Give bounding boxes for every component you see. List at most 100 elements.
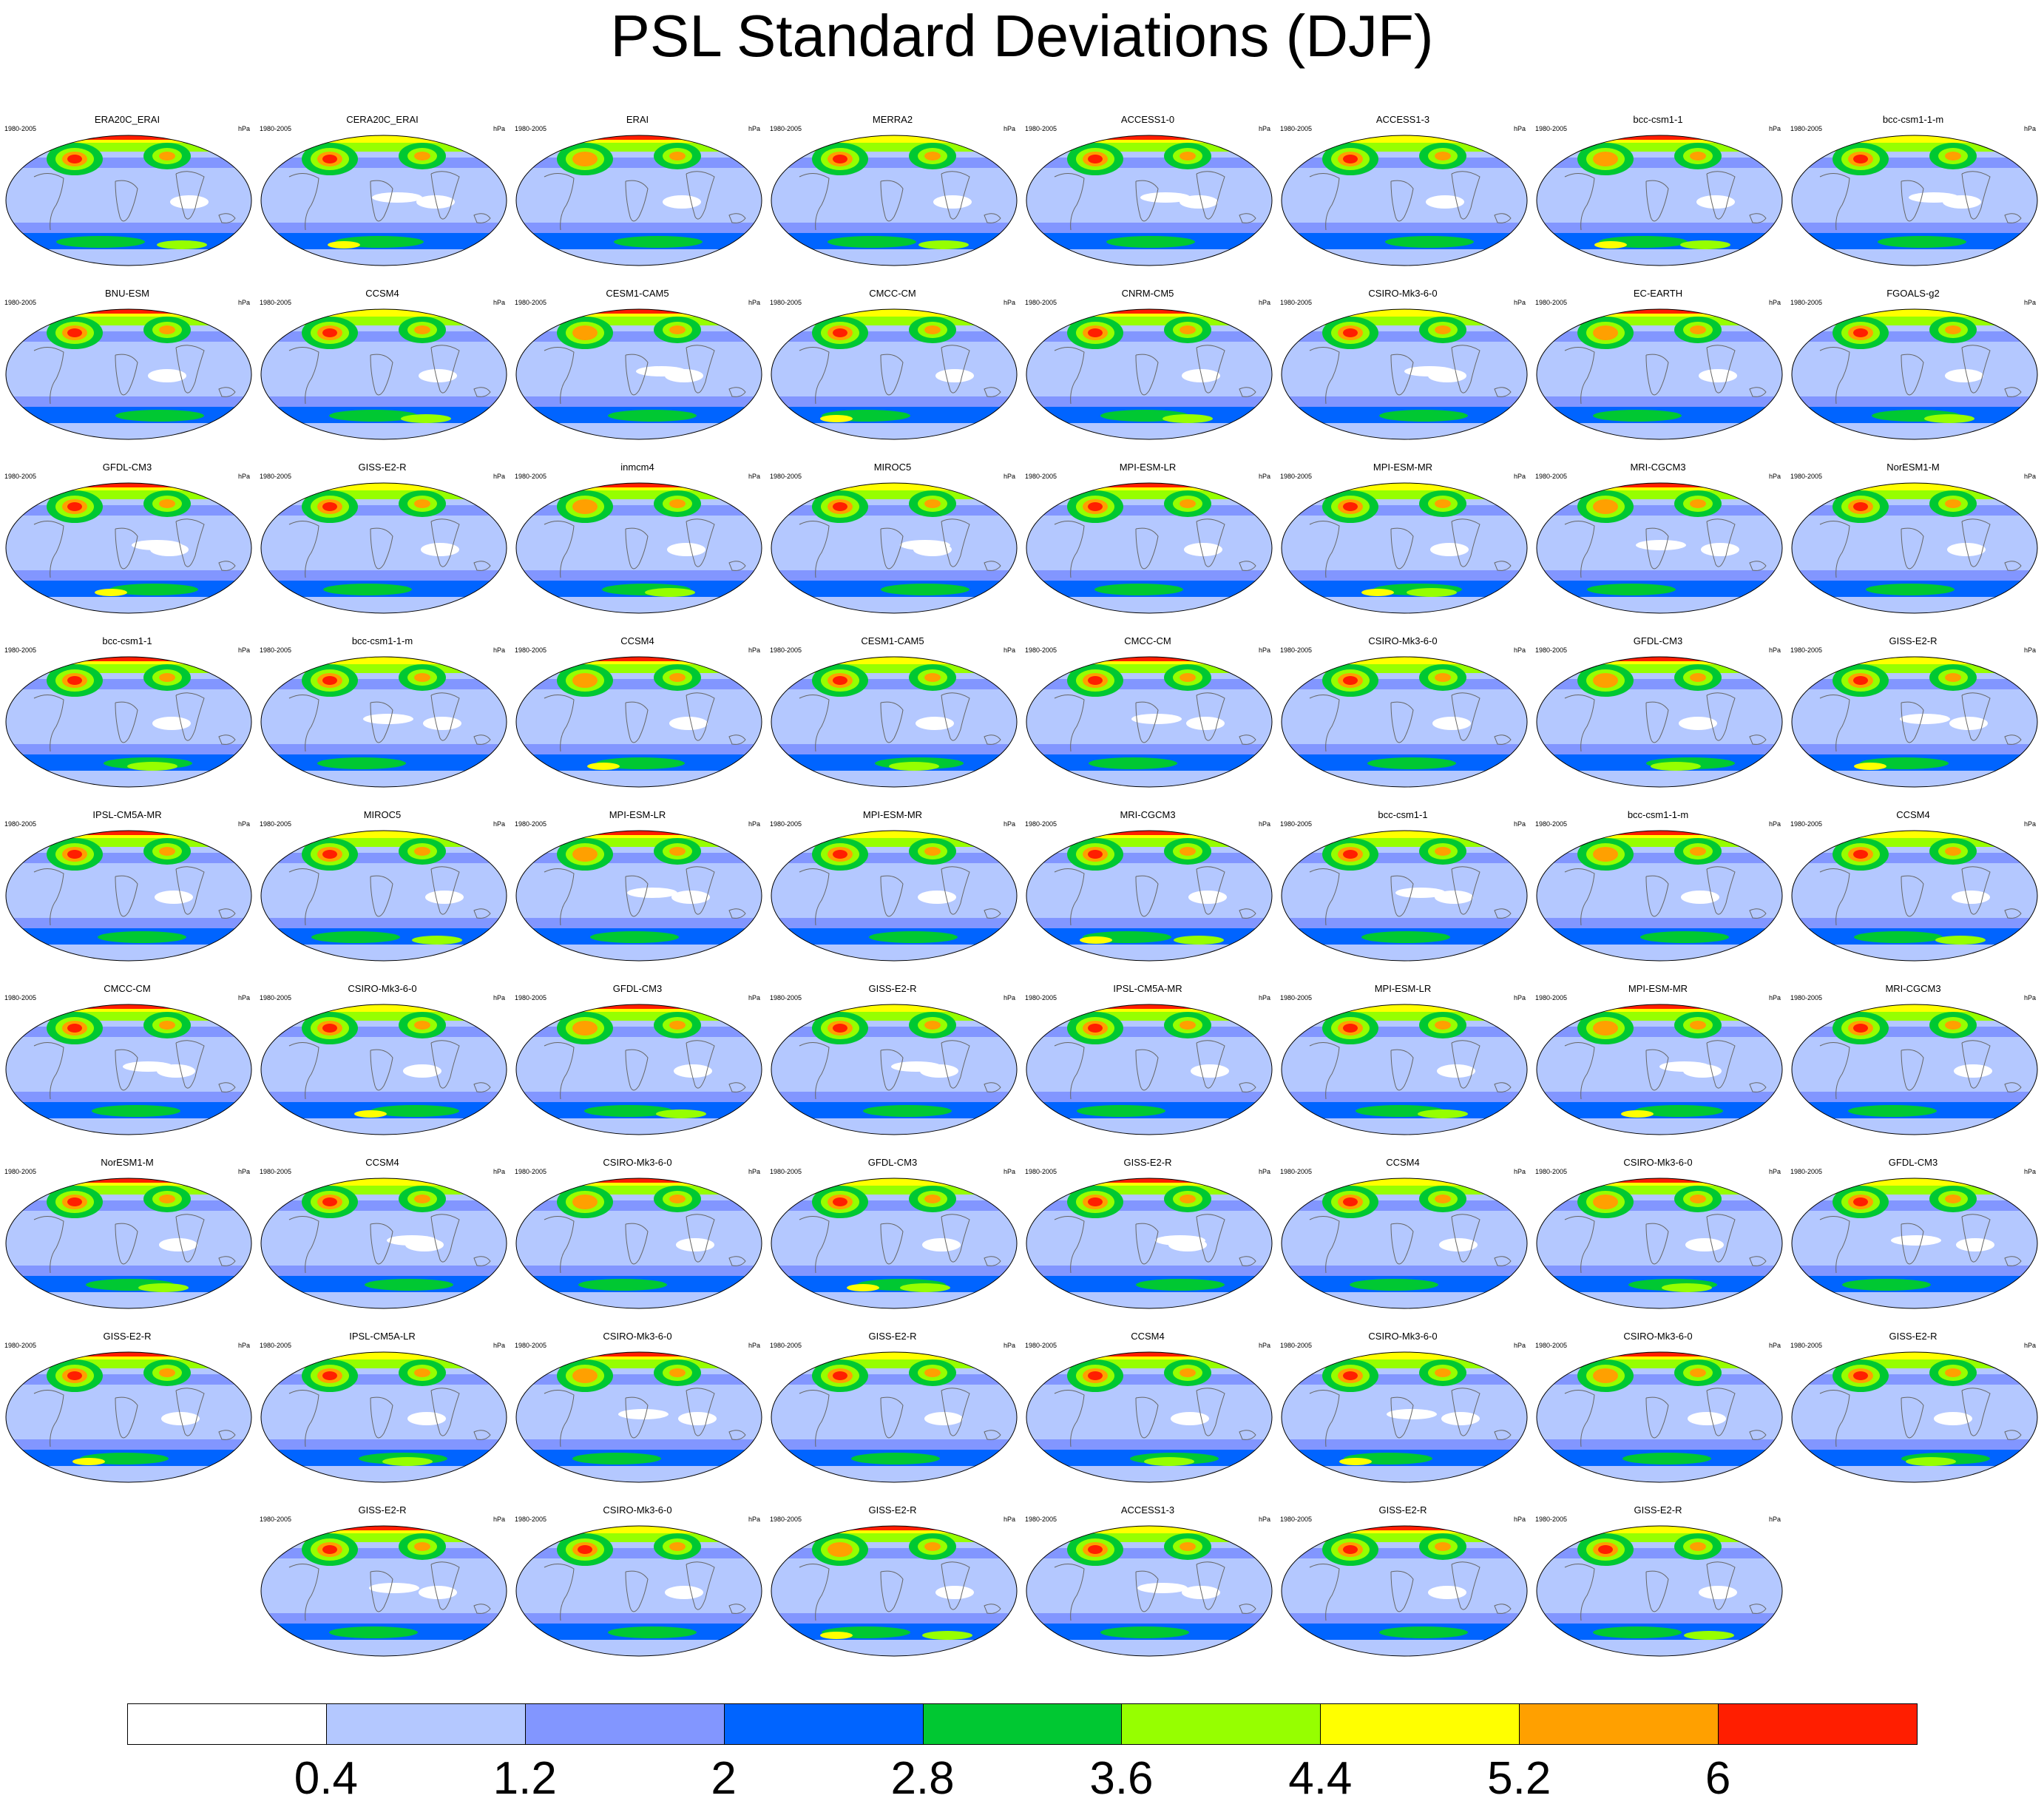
polar-band [261,135,507,143]
coastline [799,1390,830,1447]
npacific-ring [1593,1195,1618,1209]
polar-max [49,831,197,835]
npacific-ring [1593,673,1618,688]
polar-max [49,483,197,487]
panel-title: MIROC5 [363,809,402,820]
map-panel: GISS-E2-R 1980-2005 hPa [3,1331,252,1484]
coastline [1196,1561,1225,1610]
panel-period: 1980-2005 [1280,1342,1313,1349]
field-band [1026,396,1272,407]
map-panel: CSIRO-Mk3-6-0 1980-2005 hPa [1534,1331,1783,1484]
map-panel: CMCC-CM 1980-2005 hPa [3,984,252,1136]
coastline [1706,345,1736,393]
tropical-min [403,1064,441,1078]
panel-title: MPI-ESM-LR [1119,462,1177,473]
natlantic-core [1690,325,1706,334]
panel-units: hPa [1258,299,1270,306]
natlantic-core [1690,673,1706,682]
panel-period: 1980-2005 [1280,994,1313,1001]
coastline [941,1040,970,1089]
tropical-min [1956,1238,1994,1251]
coastline [1749,213,1767,223]
field-band [261,1439,507,1450]
panel-units: hPa [2023,473,2036,480]
field-band [1792,158,2037,168]
panel-title: GISS-E2-R [1123,1157,1172,1168]
panel-units: hPa [1003,299,1015,306]
map-panel: CSIRO-Mk3-6-0 1980-2005 hPa [258,984,507,1136]
panel-period: 1980-2005 [1535,125,1568,132]
coastline [984,213,1001,223]
coastline [1239,1604,1256,1614]
coastline [1961,692,1991,741]
map-panel: IPSL-CM5A-MR 1980-2005 hPa [3,810,252,962]
panel-title: GFDL-CM3 [1633,635,1683,646]
coastline [175,1388,205,1436]
coastline [1054,695,1085,752]
map-field [1026,308,1273,440]
natlantic-core [1690,1195,1706,1203]
field-band [771,918,1017,928]
coastline [33,868,64,926]
coastline [1961,1214,1991,1263]
map-panel: CCSM4 1980-2005 hPa [258,288,507,441]
natlantic-core [414,1368,430,1377]
tropical-min [1188,891,1227,904]
panel-units: hPa [493,299,505,306]
panel-title: GISS-E2-R [1634,1504,1682,1516]
npacific-ring [572,1021,598,1036]
polar-band [261,1004,507,1012]
panel-units: hPa [1258,1168,1270,1175]
map-field [1281,830,1528,962]
field-band [261,679,507,689]
coastline [544,347,575,405]
map-border [515,830,762,962]
coastline [984,387,1001,397]
polar-band [771,657,1017,664]
field-band [1282,331,1527,342]
coastline [1054,347,1085,405]
southern-max [1924,414,1974,423]
panel-period: 1980-2005 [770,473,802,480]
map-panel: GISS-E2-R 1980-2005 hPa [1279,1505,1528,1658]
coastline [1494,387,1512,397]
coastline [1239,213,1256,223]
field-band [1026,1374,1272,1385]
southern-max [820,415,853,422]
tropical-min [891,1061,941,1072]
panel-title: CCSM4 [1386,1157,1420,1168]
coastline [2004,387,2022,397]
map-field [771,1004,1018,1135]
coastline [880,180,904,222]
southern-band-core [311,931,400,943]
map-field [5,830,252,962]
coastline [799,1564,830,1621]
field-band [1026,331,1272,342]
field-band [1537,570,1782,581]
polar-max [49,657,197,661]
panel-title: BNU-ESM [105,288,149,299]
coastline [625,354,649,396]
coastline [1390,1223,1414,1265]
polar-band [771,483,1017,490]
tropical-min [1426,195,1464,209]
npacific-core [1088,328,1103,337]
polar-band [1792,483,2037,490]
coastline [175,1040,205,1089]
natlantic-core [1945,152,1961,161]
field-band [261,158,507,168]
coastline [880,1396,904,1439]
map-field [515,1525,762,1657]
panel-period: 1980-2005 [260,125,292,132]
npacific-core [833,1024,847,1033]
southern-band-core [56,236,145,248]
map-field [5,482,252,614]
southern-band-core [590,931,679,943]
map-panel: CESM1-CAM5 1980-2005 hPa [768,636,1018,788]
field-band [261,1027,507,1037]
field-band [6,1374,251,1385]
polar-band [1792,309,2037,317]
panel-units: hPa [748,1516,760,1523]
map-panel: CSIRO-Mk3-6-0 1980-2005 hPa [513,1158,762,1310]
panel-period: 1980-2005 [515,646,547,654]
